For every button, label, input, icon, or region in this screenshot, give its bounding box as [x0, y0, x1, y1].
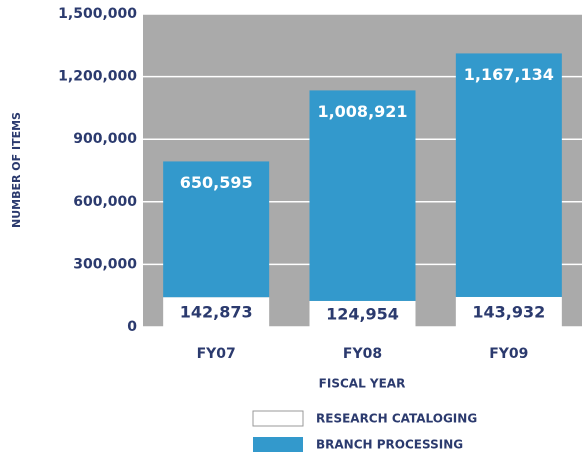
- x-axis-title: FISCAL YEAR: [319, 377, 406, 391]
- value-label: 124,954: [326, 304, 399, 323]
- legend-swatch: [252, 410, 304, 427]
- y-tick-label: 300,000: [73, 256, 137, 272]
- value-label: 143,932: [472, 302, 545, 321]
- y-tick-label: 600,000: [73, 194, 137, 210]
- bar-segment: [455, 296, 562, 327]
- bar-segment: [455, 53, 562, 297]
- bar-segment: [163, 297, 270, 327]
- x-tick-label: FY08: [343, 346, 382, 362]
- legend-swatch: [253, 437, 303, 452]
- bar-segment: [163, 161, 270, 298]
- y-tick-label: 1,200,000: [58, 69, 137, 85]
- value-label: 142,873: [180, 303, 253, 322]
- y-axis-title: NUMBER OF ITEMS: [10, 112, 23, 228]
- x-tick-label: FY09: [489, 346, 528, 362]
- bar-segment: [309, 300, 416, 327]
- y-tick-label: 0: [127, 319, 137, 335]
- bar-segment: [309, 90, 416, 301]
- legend-label: BRANCH PROCESSING: [316, 438, 463, 452]
- value-label: 1,008,921: [317, 102, 407, 121]
- y-tick-label: 900,000: [73, 131, 137, 147]
- y-tick-label: 1,500,000: [58, 6, 137, 22]
- legend-label: RESEARCH CATALOGING: [316, 412, 477, 426]
- x-tick-label: FY07: [197, 346, 236, 362]
- value-label: 650,595: [180, 173, 253, 192]
- value-label: 1,167,134: [464, 65, 554, 84]
